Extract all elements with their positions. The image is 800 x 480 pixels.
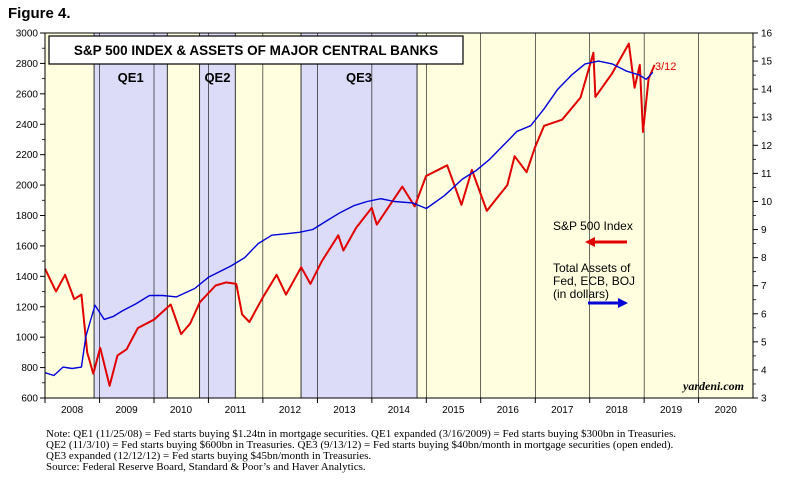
y-left-tick-label: 1800 [16, 211, 39, 222]
legend-assets-label: Total Assets of Fed, ECB, BOJ (in dollars) [553, 261, 635, 301]
x-tick-label: 2018 [606, 405, 629, 416]
source-line: Source: Federal Reserve Board, Standard … [46, 461, 366, 473]
x-tick-label: 2013 [333, 405, 356, 416]
y-left-tick-label: 2200 [16, 150, 39, 161]
y-right-tick-label: 8 [761, 253, 767, 264]
line-chart: QE1 QE2 QE3 S&P 500 INDEX & ASSETS OF MAJO… [16, 29, 773, 417]
chart-notes: Note: QE1 (11/25/08) = Fed starts buying… [46, 429, 786, 473]
y-right-tick-label: 4 [761, 365, 767, 376]
chart-title: S&P 500 INDEX & ASSETS OF MAJOR CENTRAL … [74, 43, 438, 58]
last-date-label: 3/12 [655, 61, 676, 73]
x-tick-label: 2020 [715, 405, 738, 416]
y-right-tick-label: 15 [761, 57, 773, 68]
y-left-tick-label: 1000 [16, 333, 39, 344]
qe-shaded-period [93, 32, 168, 399]
y-left-tick-label: 1200 [16, 302, 39, 313]
legend-assets-line: Total Assets of [553, 261, 631, 275]
y-left-tick-label: 1400 [16, 272, 39, 283]
y-left-tick-label: 2600 [16, 89, 39, 100]
qe-period-label: QE3 [346, 70, 372, 85]
plot-frame [44, 32, 754, 399]
note-line: QE2 (11/3/10) = Fed starts buying $600bn… [46, 439, 674, 451]
y-right-tick-label: 12 [761, 141, 773, 152]
x-tick-label: 2009 [115, 405, 138, 416]
y-right-tick-label: 9 [761, 225, 767, 236]
note-line: Note: QE1 (11/25/08) = Fed starts buying… [46, 428, 677, 440]
figure-label: Figure 4. [8, 5, 71, 22]
note-line: QE3 expanded (12/12/12) = Fed starts buy… [46, 450, 372, 462]
x-tick-label: 2011 [225, 405, 247, 416]
y-left-tick-label: 2400 [16, 120, 39, 131]
y-left-tick-label: 800 [21, 363, 38, 374]
qe-shaded-period [300, 32, 418, 399]
watermark: yardeni.com [681, 379, 744, 393]
legend-assets-arrow [588, 298, 628, 308]
x-tick-label: 2014 [388, 405, 411, 416]
y-left-tick-label: 2000 [16, 181, 39, 192]
legend-sp500-label: S&P 500 Index [553, 219, 633, 233]
y-right-tick-label: 3 [761, 394, 767, 405]
qe-period-label: QE2 [204, 70, 230, 85]
qe-period-label: QE1 [118, 70, 144, 85]
legend-assets-line: Fed, ECB, BOJ [553, 274, 635, 288]
y-left-tick-label: 2800 [16, 59, 39, 70]
y-right-tick-label: 5 [761, 337, 767, 348]
chart-title-box: S&P 500 INDEX & ASSETS OF MAJOR CENTRAL … [48, 35, 464, 65]
y-right-tick-label: 14 [761, 85, 773, 96]
x-tick-label: 2008 [61, 405, 84, 416]
y-left-tick-label: 1600 [16, 241, 39, 252]
x-tick-label: 2017 [551, 405, 574, 416]
x-tick-label: 2016 [497, 405, 520, 416]
y-left-tick-label: 600 [21, 394, 38, 405]
legend-assets-line: (in dollars) [553, 287, 609, 301]
x-tick-label: 2012 [279, 405, 302, 416]
sp500-series-line [44, 42, 656, 387]
x-tick-label: 2015 [442, 405, 465, 416]
qe-shaded-period [199, 32, 236, 399]
y-left-tick-label: 3000 [16, 29, 39, 40]
y-right-tick-label: 10 [761, 197, 773, 208]
x-tick-label: 2019 [660, 405, 683, 416]
legend-sp500-arrow [585, 237, 627, 247]
central-bank-assets-series-line [44, 60, 654, 377]
x-tick-label: 2010 [170, 405, 193, 416]
chart-title-frame [48, 35, 464, 65]
y-right-tick-label: 16 [761, 29, 773, 40]
y-right-tick-label: 7 [761, 281, 767, 292]
y-right-tick-label: 13 [761, 113, 773, 124]
y-right-tick-label: 6 [761, 309, 767, 320]
y-right-tick-label: 11 [761, 169, 772, 180]
